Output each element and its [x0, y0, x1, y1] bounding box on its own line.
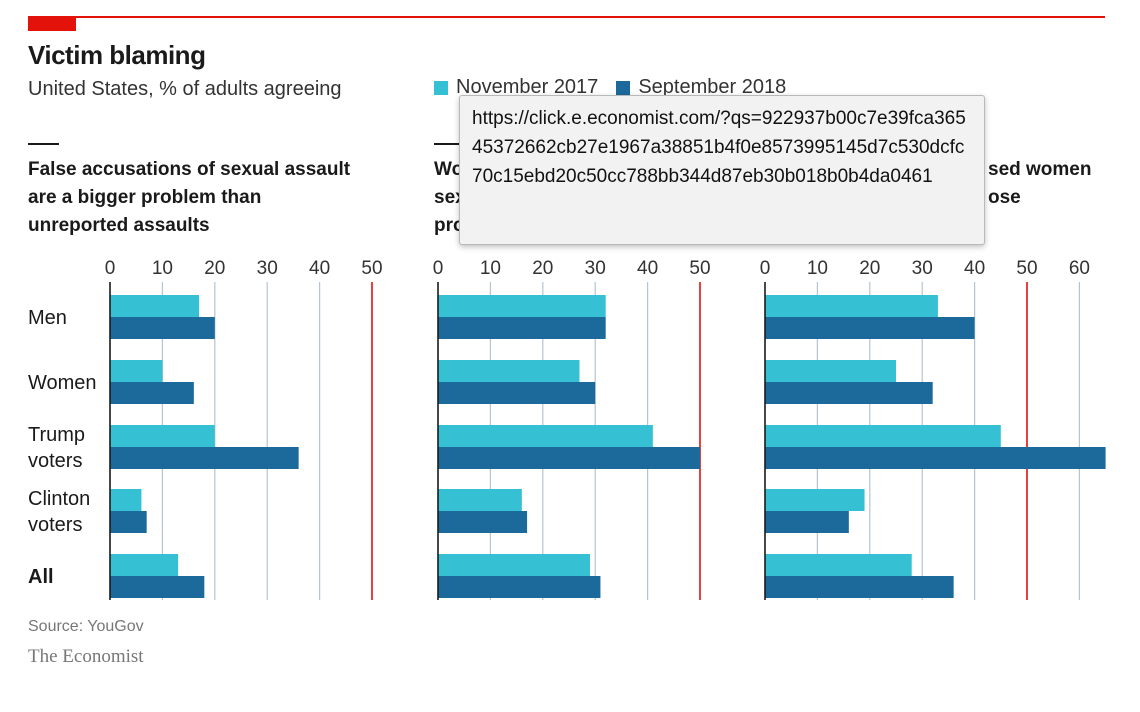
row-label: Clinton — [28, 488, 90, 510]
legend-swatch-2018 — [616, 80, 631, 95]
header-rule — [28, 16, 1105, 18]
bar — [765, 425, 1001, 447]
bar — [765, 295, 938, 317]
brand-tag — [28, 16, 76, 31]
tick-label: 60 — [1069, 258, 1090, 279]
bar — [110, 382, 194, 404]
panel-2-title-line: sex — [434, 187, 466, 208]
bar — [110, 425, 215, 447]
tick-label: 30 — [912, 258, 933, 279]
bar — [110, 295, 200, 317]
tick-label: 20 — [859, 258, 880, 279]
row-label: All — [28, 566, 54, 588]
panel-2-title-line: pro — [434, 215, 465, 236]
bar — [765, 360, 896, 382]
tick-label: 30 — [585, 258, 606, 279]
bar — [438, 360, 580, 382]
panel-3-title: sed women ose — [988, 156, 1091, 212]
tick-label: 50 — [361, 258, 382, 279]
bar — [438, 317, 606, 339]
row-label: voters — [28, 450, 82, 472]
bar — [765, 511, 849, 533]
tick-label: 10 — [807, 258, 828, 279]
tick-label: 20 — [532, 258, 553, 279]
panel-1-rule — [28, 143, 59, 145]
bar — [110, 511, 147, 533]
bar — [438, 382, 596, 404]
bar — [110, 317, 215, 339]
bar — [110, 576, 205, 598]
legend-item-2017: November 2017 — [434, 76, 598, 99]
panel-1-title-line: False accusations of sexual assault — [28, 159, 351, 180]
tick-label: 50 — [689, 258, 710, 279]
row-label: Women — [28, 372, 97, 394]
legend-label-2017: November 2017 — [456, 76, 599, 98]
tick-label: 20 — [204, 258, 225, 279]
tick-label: 40 — [964, 258, 985, 279]
tick-label: 10 — [152, 258, 173, 279]
bar — [765, 382, 933, 404]
bar — [110, 360, 163, 382]
bar — [765, 489, 865, 511]
tick-label: 10 — [480, 258, 501, 279]
bar — [438, 576, 601, 598]
bar — [765, 317, 975, 339]
chart-subtitle: United States, % of adults agreeing — [28, 78, 342, 100]
tick-label: 40 — [309, 258, 330, 279]
chart-title: Victim blaming — [28, 40, 206, 70]
bar — [438, 511, 528, 533]
panel-3-title-line: ose — [988, 187, 1021, 208]
row-label: voters — [28, 514, 82, 536]
tick-label: 0 — [760, 258, 771, 279]
panel-1-title-line: are a bigger problem than — [28, 187, 262, 208]
legend-swatch-2017 — [434, 80, 448, 95]
tick-label: 40 — [637, 258, 658, 279]
bar — [438, 447, 700, 469]
bar — [438, 489, 522, 511]
row-label: Men — [28, 307, 67, 329]
brand-logo: The Economist — [28, 646, 144, 667]
panel-2-title: Wo sex pro — [434, 156, 466, 240]
bar — [110, 554, 179, 576]
tick-label: 50 — [1016, 258, 1037, 279]
bar — [438, 425, 653, 447]
tick-label: 0 — [105, 258, 116, 279]
panel-1-title-line: unreported assaults — [28, 215, 210, 236]
bar — [110, 447, 299, 469]
tick-label: 30 — [257, 258, 278, 279]
tick-label: 0 — [433, 258, 444, 279]
bar — [438, 295, 606, 317]
row-label: Trump — [28, 424, 85, 446]
panel-2-title-line: Wo — [434, 159, 464, 180]
source-note: Source: YouGov — [28, 618, 144, 635]
panel-2-rule — [434, 143, 465, 145]
legend-label-2018: September 2018 — [638, 76, 787, 98]
bar — [765, 554, 912, 576]
panel-3-title-line: sed women — [988, 159, 1092, 180]
bar — [765, 447, 1106, 469]
legend: November 2017 September 2018 — [434, 76, 786, 99]
bar — [110, 489, 142, 511]
link-tooltip: https://click.e.economist.com/?qs=922937… — [459, 95, 985, 245]
bar — [438, 554, 590, 576]
bar — [765, 576, 954, 598]
legend-item-2018: September 2018 — [616, 76, 786, 99]
panel-1-title: False accusations of sexual assault are … — [28, 156, 350, 240]
